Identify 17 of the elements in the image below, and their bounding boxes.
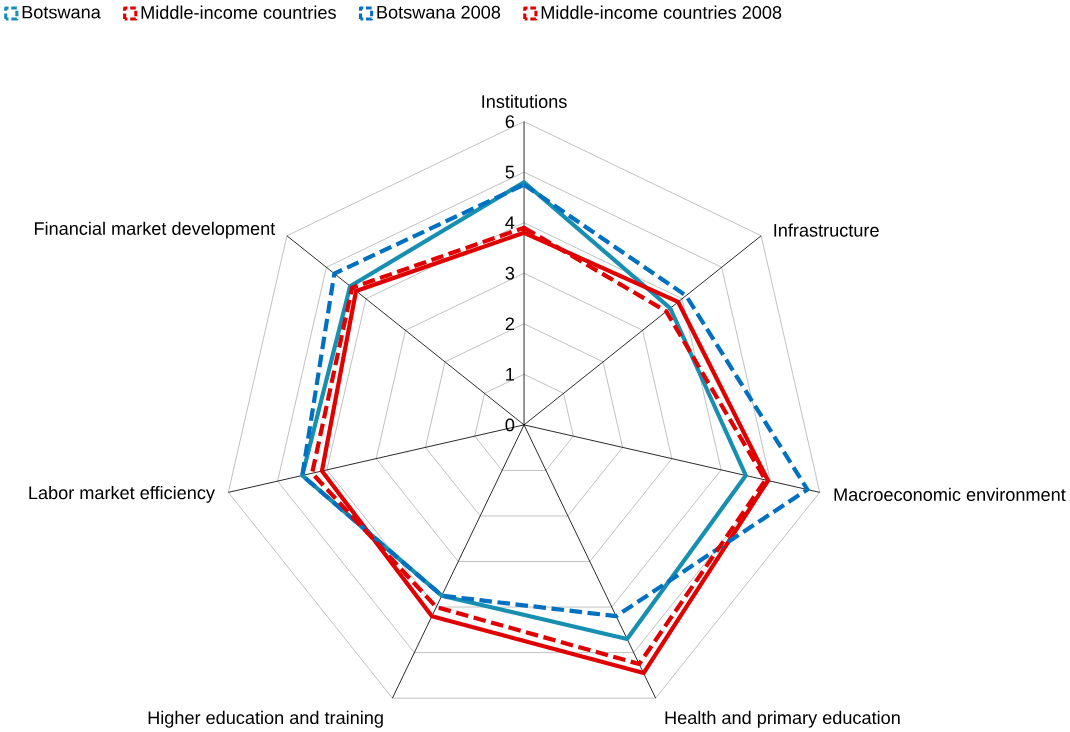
legend-label: Middle-income countries: [141, 5, 336, 19]
y-tick-label: 4: [505, 216, 515, 229]
legend-label: Middle-income countries 2008: [541, 5, 782, 19]
spoke-label: Higher education and training: [148, 710, 383, 728]
y-tick-label: 6: [505, 115, 515, 129]
spoke-label: Institutions: [482, 94, 567, 109]
legend-label: Botswana: [22, 5, 101, 19]
spoke-label: Infrastructure: [774, 223, 879, 237]
y-tick-label: 3: [505, 266, 515, 280]
spoke-label: Health and primary education: [665, 710, 900, 728]
y-tick-label: 1: [506, 368, 515, 381]
legend-label: Botswana 2008: [377, 5, 501, 19]
y-tick-label: 2: [505, 317, 514, 331]
spoke-label: Labor market efficiency: [29, 485, 215, 503]
spoke-label: Macroeconomic environment: [834, 487, 1066, 502]
spoke-label: Financial market development: [34, 221, 276, 239]
y-tick-label: 5: [505, 165, 515, 179]
